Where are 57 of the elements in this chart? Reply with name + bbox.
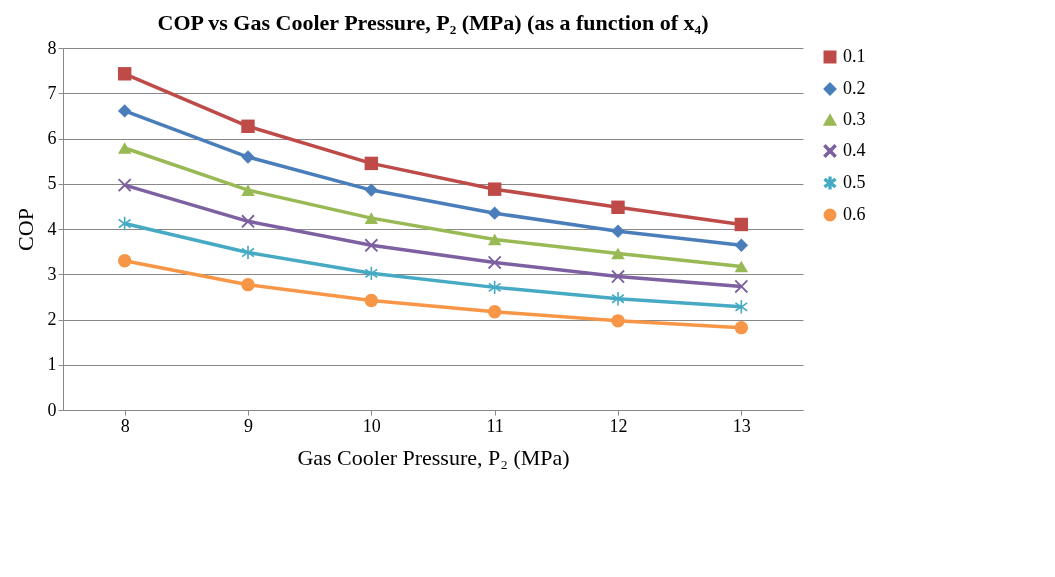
y-tick-label: 1 bbox=[47, 354, 57, 375]
x-tick-label: 10 bbox=[362, 415, 381, 436]
point bbox=[611, 314, 625, 328]
point bbox=[611, 224, 625, 238]
y-tick-label: 7 bbox=[47, 82, 57, 103]
point bbox=[487, 206, 502, 220]
point bbox=[734, 300, 748, 314]
point bbox=[734, 217, 749, 232]
point bbox=[117, 67, 132, 81]
legend-label: 0.3 bbox=[843, 109, 866, 129]
point bbox=[364, 183, 379, 197]
point bbox=[117, 253, 132, 268]
point bbox=[117, 178, 132, 192]
y-tick-label: 5 bbox=[47, 173, 57, 194]
point bbox=[241, 150, 255, 164]
y-tick-label: 2 bbox=[47, 309, 57, 329]
legend-label: 0.1 bbox=[843, 46, 866, 66]
x-tick-label: 9 bbox=[244, 415, 253, 436]
point bbox=[241, 119, 255, 133]
point bbox=[364, 156, 379, 171]
point bbox=[241, 184, 255, 196]
point bbox=[117, 104, 132, 118]
point bbox=[364, 293, 379, 308]
point bbox=[611, 247, 625, 260]
y-tick-label: 4 bbox=[47, 218, 57, 239]
point bbox=[364, 212, 379, 224]
point bbox=[118, 216, 132, 231]
x-tick-label: 8 bbox=[120, 415, 130, 436]
y-axis-title: COP bbox=[12, 208, 38, 251]
point bbox=[241, 245, 255, 260]
x-tick-label: 11 bbox=[486, 415, 504, 436]
point bbox=[611, 200, 625, 214]
point bbox=[734, 279, 749, 294]
legend-label: 0.5 bbox=[843, 172, 866, 192]
y-tick-label: 8 bbox=[47, 37, 57, 58]
legend-label: 0.4 bbox=[843, 140, 866, 160]
point bbox=[241, 214, 255, 229]
y-tick-label: 0 bbox=[47, 399, 57, 420]
y-tick-label: 6 bbox=[47, 128, 57, 148]
legend-label: 0.6 bbox=[843, 204, 866, 224]
point bbox=[364, 238, 379, 252]
point bbox=[487, 305, 502, 319]
chart-title: COP vs Gas Cooler Pressure, P₂ (MPa) (as a function of x₄) bbox=[157, 10, 709, 35]
point bbox=[734, 320, 749, 335]
point bbox=[241, 277, 255, 292]
point bbox=[487, 233, 502, 246]
point bbox=[734, 238, 749, 252]
point bbox=[611, 291, 625, 306]
point bbox=[117, 142, 132, 154]
y-tick-label: 3 bbox=[47, 263, 57, 284]
legend-label: 0.2 bbox=[843, 78, 866, 98]
point bbox=[487, 255, 502, 270]
point bbox=[487, 182, 502, 196]
x-axis-title: Gas Cooler Pressure, P₂ (MPa) bbox=[297, 444, 570, 470]
x-tick-label: 12 bbox=[609, 415, 628, 436]
point bbox=[734, 260, 749, 273]
x-tick-label: 13 bbox=[732, 415, 751, 436]
